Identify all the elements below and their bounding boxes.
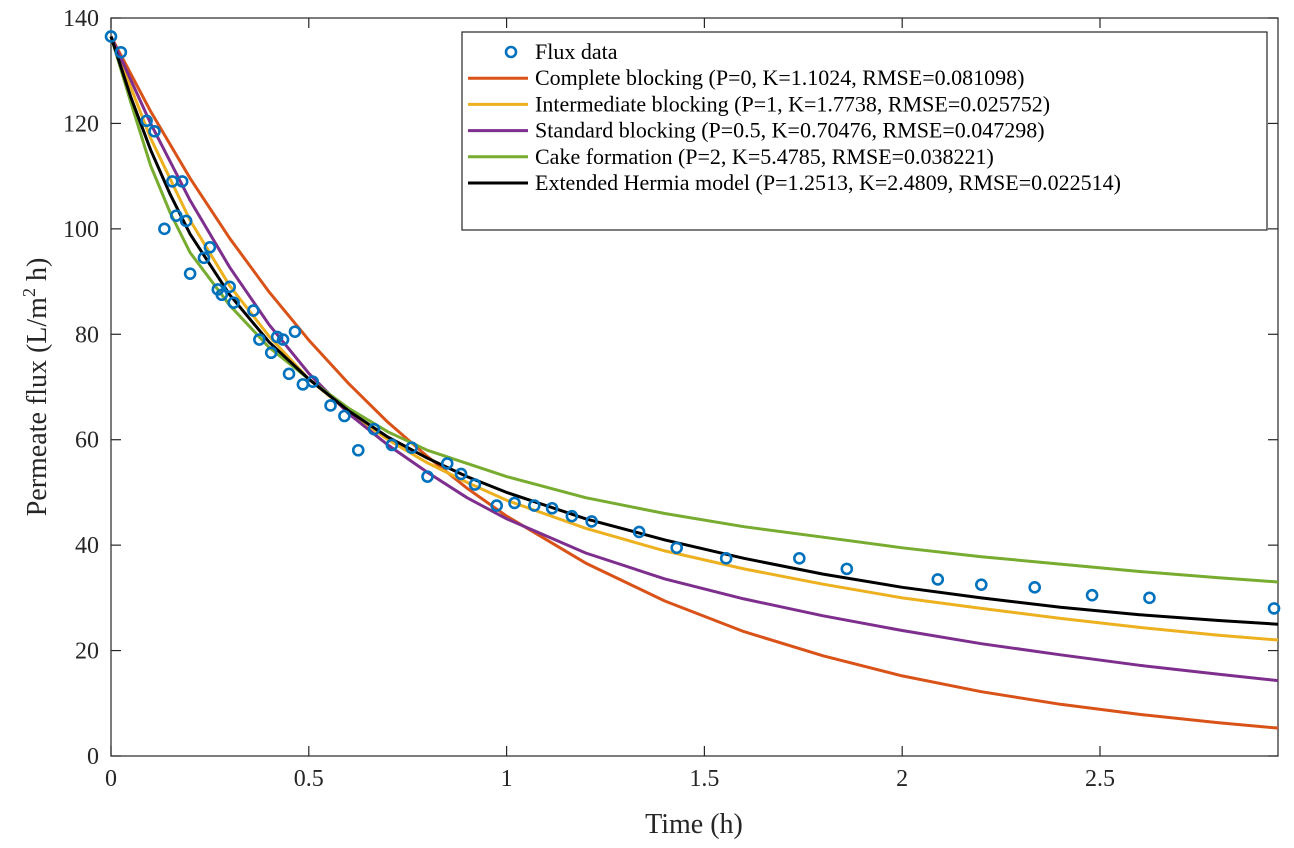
flux-data-point	[719, 552, 733, 565]
flux-data-point	[104, 30, 118, 43]
y-tick-label: 0	[87, 744, 99, 770]
flux-data-markers	[104, 30, 1281, 615]
y-tick-label: 140	[63, 6, 99, 32]
x-axis-label: Time (h)	[645, 809, 743, 840]
flux-data-point	[670, 541, 683, 555]
flux-data-point	[179, 214, 193, 228]
y-tick-label: 120	[63, 111, 99, 137]
y-axis-label-superscript: 2	[19, 288, 39, 297]
x-tick-label: 2	[896, 766, 908, 792]
flux-data-point	[793, 552, 806, 565]
flux-data-point	[585, 515, 598, 528]
flux-data-point	[1267, 602, 1281, 615]
y-axis-label: Permeate flux (L/m2 h)	[19, 258, 53, 517]
flux-data-point	[421, 470, 434, 483]
x-tick-label: 0	[105, 766, 117, 792]
flux-data-point	[975, 578, 988, 591]
flux-data-point	[169, 209, 183, 222]
flux-data-point	[508, 496, 521, 510]
flux-data-point	[158, 222, 171, 236]
flux-data-point	[215, 288, 229, 302]
series-line-2	[109, 35, 1279, 683]
x-tick-label: 1.5	[689, 766, 719, 792]
flux-data-point	[227, 296, 240, 309]
flux-data-point	[338, 409, 351, 423]
legend-label-2: Standard blocking (P=0.5, K=0.70476, RMS…	[535, 118, 1045, 143]
flux-data-point	[183, 267, 197, 280]
flux-data-point	[385, 438, 399, 452]
flux-data-point	[351, 443, 365, 457]
flux-data-point	[405, 441, 418, 454]
flux-data-point	[632, 525, 646, 539]
flux-data-point	[296, 378, 310, 391]
flux-data-point	[490, 499, 504, 512]
x-tick-label: 2.5	[1085, 766, 1115, 792]
flux-data-point	[264, 346, 278, 360]
flux-data-point	[140, 114, 153, 128]
series-layer	[109, 35, 1279, 730]
flux-data-point	[203, 241, 217, 254]
legend-label-0: Complete blocking (P=0, K=1.1024, RMSE=0…	[535, 65, 1024, 90]
flux-data-point	[367, 422, 381, 436]
flux-data-point	[223, 280, 236, 294]
flux-data-point	[247, 304, 260, 317]
y-axis-label-main: Permeate flux (L/m	[22, 297, 53, 516]
flux-data-point	[1028, 581, 1042, 594]
flux-data-point	[565, 509, 579, 523]
series-line-3	[109, 36, 1279, 584]
flux-data-point	[282, 367, 296, 381]
flux-data-point	[468, 478, 482, 491]
y-tick-label: 60	[75, 428, 99, 454]
legend-label-4: Extended Hermia model (P=1.2513, K=2.480…	[535, 170, 1121, 195]
y-tick-label: 80	[75, 322, 99, 348]
y-tick-label: 100	[63, 217, 99, 243]
flux-data-point	[288, 325, 302, 338]
y-tick-label: 40	[75, 533, 99, 559]
x-tick-label: 1	[501, 766, 513, 792]
flux-data-point	[324, 399, 337, 412]
plot-frame	[110, 17, 1279, 757]
flux-data-point	[1085, 588, 1099, 602]
series-line-4	[109, 36, 1279, 626]
flux-data-point	[148, 125, 161, 138]
legend-label-flux-data: Flux data	[535, 39, 618, 64]
flux-data-point	[545, 501, 559, 515]
series-line-1	[109, 35, 1279, 642]
legend-box	[461, 31, 1268, 231]
flux-data-point	[270, 330, 284, 344]
legend-marker-flux-data	[504, 45, 518, 59]
x-axis-ticks: 0 0.5 1 1.5 2 2.5	[105, 18, 1115, 792]
y-axis-ticks: 0 20 40 60 80 100 120 140	[63, 6, 1278, 770]
flux-data-point	[306, 375, 320, 389]
flux-data-point	[440, 457, 454, 470]
x-tick-label: 0.5	[294, 766, 324, 792]
flux-data-point	[197, 251, 211, 265]
legend-label-1: Intermediate blocking (P=1, K=1.7738, RM…	[535, 91, 1050, 116]
plot-area	[110, 17, 1279, 757]
flux-data-point	[1143, 591, 1156, 605]
flux-data-point	[276, 333, 290, 346]
legend-label-3: Cake formation (P=2, K=5.4785, RMSE=0.03…	[535, 144, 994, 169]
flux-data-point	[114, 45, 128, 59]
flux-data-point	[253, 333, 266, 346]
flux-data-point	[840, 562, 854, 576]
flux-data-point	[931, 573, 945, 586]
flux-data-point	[175, 175, 189, 188]
y-tick-label: 20	[75, 639, 99, 665]
flux-data-point	[527, 499, 541, 512]
flux-data-point	[454, 467, 468, 481]
y-axis-label-unit: h)	[22, 258, 53, 288]
series-line-0	[109, 35, 1279, 730]
